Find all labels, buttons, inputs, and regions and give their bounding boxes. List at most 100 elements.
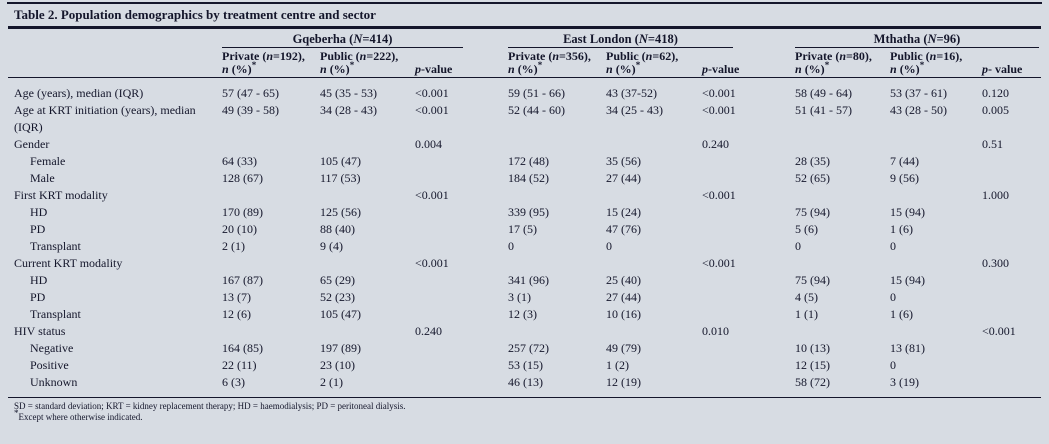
p-value-cell — [702, 306, 795, 323]
p-value-cell: <0.001 — [415, 103, 449, 117]
p-value-cell — [982, 238, 1041, 255]
row-label: Transplant — [30, 307, 81, 321]
p-value-cell — [702, 272, 795, 289]
asterisk-superscript: * — [14, 408, 19, 418]
p-value-cell: 0.240 — [702, 137, 729, 151]
p-value-cell — [415, 238, 508, 255]
data-cell — [508, 323, 606, 340]
data-cell: 27 (44) — [606, 290, 641, 304]
row-label: Unknown — [30, 375, 78, 389]
data-cell: 117 (53) — [320, 171, 361, 185]
col-header-mthatha-private: Private (n=80), n (%)* — [795, 48, 890, 78]
col-header-mthatha-public: Public (n=16), n (%)* — [890, 48, 982, 78]
data-cell: 105 (47) — [320, 154, 361, 168]
demographics-table: Gqeberha (N=414) East London (N=418) Mth… — [8, 29, 1042, 391]
group-name-text: Gqeberha ( — [292, 32, 354, 46]
data-cell — [606, 255, 702, 272]
data-cell: 164 (85) — [222, 341, 263, 355]
row-label: Transplant — [30, 239, 81, 253]
data-cell: 88 (40) — [320, 222, 355, 236]
data-cell: 2 (1) — [320, 375, 343, 389]
p-value-cell: 0.51 — [982, 137, 1003, 151]
row-label: PD — [30, 222, 46, 236]
data-cell: 25 (40) — [606, 273, 641, 287]
data-cell: 58 (72) — [795, 375, 830, 389]
p-value-cell — [415, 221, 508, 238]
table-row: Transplant 12 (6) 105 (47) 12 (3) 10 (16) 1 (… — [8, 306, 1041, 323]
group-name-text: =414) — [362, 32, 393, 46]
table-row: Female 64 (33) 105 (47) 172 (48) 35 (56) 28 (… — [8, 153, 1041, 170]
data-cell: 128 (67) — [222, 171, 263, 185]
data-cell: 9 (56) — [890, 171, 919, 185]
p-value-cell — [415, 204, 508, 221]
col-header-east-london-private: Private (n=356), n (%)* — [508, 48, 606, 78]
row-label: Negative — [30, 341, 74, 355]
data-cell — [890, 255, 982, 272]
p-value-cell — [702, 204, 795, 221]
group-header-gqeberha-label: Gqeberha (N=414) — [222, 32, 463, 48]
data-cell: 10 (13) — [795, 341, 830, 355]
label-column-header — [8, 48, 222, 78]
table-row: Transplant 2 (1) 9 (4) 0 0 0 0 — [8, 238, 1041, 255]
table-card: Table 2. Population demographics by trea… — [8, 7, 1042, 422]
table-row: HD 170 (89) 125 (56) 339 (95) 15 (24) 75 (94)… — [8, 204, 1041, 221]
row-label: Gender — [14, 137, 50, 151]
data-cell: 10 (16) — [606, 307, 641, 321]
table-row: Gender 0.004 0.240 0.51 — [8, 136, 1041, 153]
data-cell: 105 (47) — [320, 307, 361, 321]
group-name-text: =418) — [647, 32, 678, 46]
table-row: Male 128 (67) 117 (53) 184 (52) 27 (44) 52 (6… — [8, 170, 1041, 187]
data-cell: 170 (89) — [222, 205, 263, 219]
data-cell: 184 (52) — [508, 171, 549, 185]
p-value-cell: <0.001 — [415, 188, 449, 202]
row-label: PD — [30, 290, 46, 304]
label-column-spacer — [8, 29, 222, 48]
col-header-line2: n (%)* — [222, 59, 257, 76]
data-cell: 15 (24) — [606, 205, 641, 219]
data-cell: 35 (56) — [606, 154, 641, 168]
data-cell: 1 (6) — [890, 222, 913, 236]
data-cell: 45 (35 - 53) — [320, 86, 377, 100]
group-header-east-london: East London (N=418) — [508, 29, 795, 48]
row-label: Positive — [30, 358, 69, 372]
p-value-cell — [415, 340, 508, 357]
data-cell: 12 (3) — [508, 307, 537, 321]
p-value-cell: <0.001 — [415, 256, 449, 270]
p-value-cell — [415, 306, 508, 323]
data-cell: 0 — [795, 239, 801, 253]
p-value-cell — [415, 289, 508, 306]
data-cell: 53 (15) — [508, 358, 543, 372]
table-row: HD 167 (87) 65 (29) 341 (96) 25 (40) 75 (94) 1… — [8, 272, 1041, 289]
data-cell: 1 (2) — [606, 358, 629, 372]
group-name-text: Mthatha ( — [873, 32, 928, 46]
col-header-line2: n (%)* — [508, 59, 543, 76]
p-value-cell — [702, 340, 795, 357]
p-value-cell — [702, 289, 795, 306]
row-label: Female — [30, 154, 66, 168]
p-value-cell — [415, 374, 508, 391]
data-cell: 75 (94) — [795, 205, 830, 219]
group-name-text: East London ( — [563, 32, 639, 46]
data-cell — [606, 323, 702, 340]
p-value-cell — [702, 238, 795, 255]
p-value-cell — [702, 374, 795, 391]
table-row: Current KRT modality <0.001 <0.001 0.300 — [8, 255, 1041, 272]
data-cell: 27 (44) — [606, 171, 641, 185]
p-value-cell: <0.001 — [982, 324, 1016, 338]
footnote-abbreviations: SD = standard deviation; KRT = kidney re… — [14, 401, 406, 411]
data-cell: 52 (44 - 60) — [508, 103, 565, 117]
data-cell: 59 (51 - 66) — [508, 86, 565, 100]
p-value-cell: 0.120 — [982, 86, 1009, 100]
p-value-cell — [702, 357, 795, 374]
data-cell: 52 (65) — [795, 171, 830, 185]
col-header-east-london-public: Public (n=62), n (%)* — [606, 48, 702, 78]
data-cell — [795, 323, 890, 340]
group-n-italic: N — [927, 32, 937, 46]
p-value-cell: <0.001 — [702, 256, 736, 270]
data-cell: 9 (4) — [320, 239, 343, 253]
data-cell: 34 (25 - 43) — [606, 103, 663, 117]
data-cell: 0 — [606, 239, 612, 253]
p-value-cell — [982, 204, 1041, 221]
p-value-cell — [982, 340, 1041, 357]
group-header-gqeberha: Gqeberha (N=414) — [222, 29, 508, 48]
